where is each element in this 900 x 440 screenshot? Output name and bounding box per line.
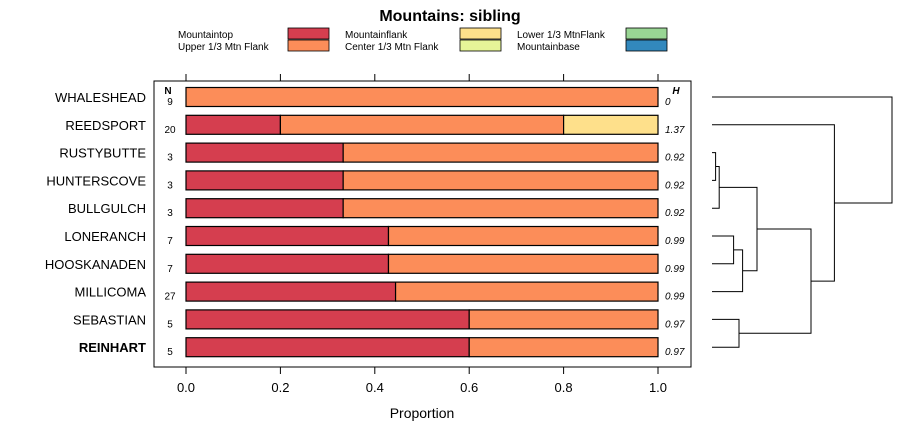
- bar-row-hooskanaden: HOOSKANADEN 7 0.99: [45, 253, 685, 275]
- bar-row-reedsport: REEDSPORT 20 1.37: [65, 114, 685, 136]
- bar-segment-mountaintop: [185, 337, 470, 358]
- legend-label-center-1-3-mtn-flank: Center 1/3 Mtn Flank: [345, 42, 439, 53]
- bar-segment-upper-1-3-mtn-flank: [342, 142, 659, 163]
- row-n-value: 5: [167, 319, 173, 330]
- legend-swatch-upper-1-3-mtn-flank: [287, 39, 330, 52]
- bar-segment-upper-1-3-mtn-flank: [387, 253, 659, 274]
- bar-segment-upper-1-3-mtn-flank: [468, 309, 659, 330]
- row-h-value: 0.92: [665, 208, 685, 219]
- x-tick-label: 0.6: [460, 380, 478, 395]
- x-tick-label: 1.0: [649, 380, 667, 395]
- row-label: SEBASTIAN: [73, 312, 146, 327]
- bar-segment-upper-1-3-mtn-flank: [342, 170, 659, 191]
- bar-segment-upper-1-3-mtn-flank: [468, 337, 659, 358]
- bar-row-whaleshead: WHALESHEAD 9 0: [55, 86, 671, 108]
- row-h-value: 0.92: [665, 180, 685, 191]
- bar-segment-upper-1-3-mtn-flank: [185, 86, 659, 108]
- row-n-value: 5: [167, 347, 173, 358]
- n-column-header: N: [164, 86, 171, 97]
- x-tick-label: 0.2: [271, 380, 289, 395]
- plot-frame: [153, 80, 692, 368]
- row-label: REEDSPORT: [65, 118, 146, 133]
- bar-row-hunterscove: HUNTERSCOVE 3 0.92: [46, 170, 685, 191]
- bar-row-rustybutte: RUSTYBUTTE 3 0.92: [59, 142, 685, 164]
- row-n-value: 27: [164, 292, 176, 303]
- dendrogram-branch: [719, 186, 758, 272]
- row-label: REINHART: [79, 340, 146, 355]
- legend-swatch-center-1-3-mtn-flank: [459, 39, 502, 52]
- row-n-value: 20: [164, 125, 176, 136]
- bar-segment-mountaintop: [185, 225, 390, 247]
- bar-segment-mountaintop: [185, 170, 344, 191]
- dendrogram-branch: [712, 124, 835, 282]
- bar-segment-mountaintop: [185, 281, 397, 302]
- row-n-value: 7: [167, 264, 173, 275]
- x-tick-label: 0.8: [555, 380, 573, 395]
- bar-segment-upper-1-3-mtn-flank: [342, 198, 659, 219]
- x-axis: 0.0 0.2 0.4 0.6 0.8 1.0: [177, 74, 667, 395]
- dendrogram-branch: [712, 249, 744, 293]
- dendrogram-branch: [712, 235, 735, 265]
- bar-segment-upper-1-3-mtn-flank: [387, 225, 659, 247]
- row-label: WHALESHEAD: [55, 90, 146, 105]
- row-h-value: 1.37: [665, 125, 685, 136]
- row-h-value: 0.99: [665, 292, 685, 303]
- row-h-value: 0: [665, 97, 671, 108]
- bar-rows: WHALESHEAD 9 0 REEDSPORT 20 1.37 RUSTYBUTTE 3 0.…: [45, 86, 685, 358]
- bar-row-bullgulch: BULLGULCH 3 0.92: [68, 198, 685, 219]
- row-h-value: 0.92: [665, 153, 685, 164]
- h-column-header: H: [672, 86, 680, 97]
- row-h-value: 0.97: [665, 347, 685, 358]
- legend-label-mountainflank: Mountainflank: [345, 30, 408, 41]
- row-n-value: 3: [167, 208, 173, 219]
- row-label: MILLICOMA: [74, 285, 146, 300]
- row-label: LONERANCH: [64, 229, 146, 244]
- row-h-value: 0.99: [665, 236, 685, 247]
- row-label: HUNTERSCOVE: [46, 173, 146, 188]
- bar-segment-mountaintop: [185, 114, 282, 135]
- dendrogram-branch: [739, 228, 812, 334]
- row-h-value: 0.99: [665, 264, 685, 275]
- x-tick-label: 0.4: [366, 380, 384, 395]
- row-label: BULLGULCH: [68, 201, 146, 216]
- bar-segment-mountaintop: [185, 309, 470, 330]
- row-n-value: 3: [167, 153, 173, 164]
- x-tick-label: 0.0: [177, 380, 195, 395]
- row-n-value: 7: [167, 236, 173, 247]
- bar-row-millicoma: MILLICOMA 27 0.99: [74, 281, 685, 303]
- row-h-value: 0.97: [665, 319, 685, 330]
- bar-segment-mountaintop: [185, 253, 390, 274]
- bar-row-sebastian: SEBASTIAN 5 0.97: [73, 309, 685, 330]
- chart-title: Mountains: sibling: [379, 8, 520, 25]
- bar-segment-upper-1-3-mtn-flank: [394, 281, 659, 302]
- row-n-value: 3: [167, 180, 173, 191]
- bar-segment-mountaintop: [185, 198, 344, 219]
- legend-label-upper-1-3-mtn-flank: Upper 1/3 Mtn Flank: [178, 42, 270, 53]
- legend-label-mountainbase: Mountainbase: [517, 42, 580, 53]
- bar-segment-mountainflank: [562, 114, 659, 135]
- legend-swatch-mountainflank: [459, 27, 502, 40]
- legend-swatch-lower-1-3-mtnflank: [625, 27, 668, 40]
- bar-segment-mountaintop: [185, 142, 344, 163]
- dendrogram-branch: [712, 318, 740, 348]
- dendrogram-branch: [712, 152, 717, 181]
- dendrogram-branch: [712, 96, 893, 204]
- legend-swatch-mountainbase: [625, 39, 668, 52]
- legend-label-mountaintop: Mountaintop: [178, 30, 233, 41]
- row-n-value: 9: [167, 97, 173, 108]
- x-axis-title: Proportion: [390, 405, 455, 421]
- bar-row-loneranch: LONERANCH 7 0.99: [64, 225, 685, 247]
- legend-swatch-mountaintop: [287, 27, 330, 40]
- row-label: RUSTYBUTTE: [59, 146, 146, 161]
- row-label: HOOSKANADEN: [45, 257, 146, 272]
- dendrogram: [712, 96, 893, 348]
- bar-segment-upper-1-3-mtn-flank: [279, 114, 565, 135]
- legend-label-lower-1-3-mtnflank: Lower 1/3 MtnFlank: [517, 30, 606, 41]
- bar-row-reinhart: REINHART 5 0.97: [79, 337, 685, 358]
